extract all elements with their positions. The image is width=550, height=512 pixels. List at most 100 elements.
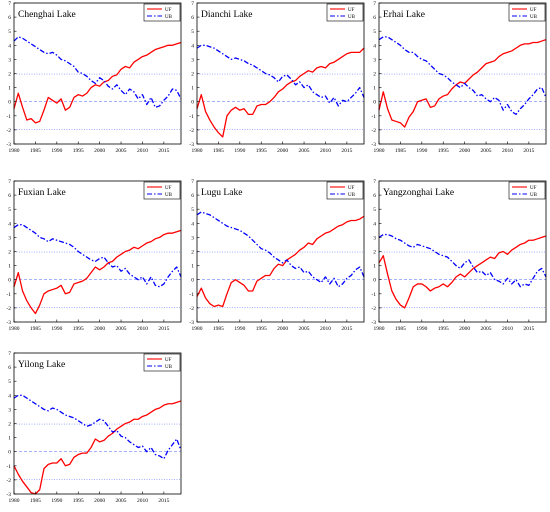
x-tick-label: 2010 bbox=[137, 148, 148, 154]
y-tick-label: 4 bbox=[191, 221, 194, 227]
y-tick-label: -2 bbox=[189, 128, 194, 134]
x-tick-label: 2015 bbox=[523, 148, 534, 154]
y-tick-label: 5 bbox=[191, 29, 194, 35]
y-tick-label: -3 bbox=[189, 320, 194, 326]
x-tick-label: 1985 bbox=[30, 148, 41, 154]
series-line-uf bbox=[196, 215, 365, 308]
y-tick-label: 6 bbox=[8, 15, 11, 21]
y-tick-label: 1 bbox=[373, 264, 376, 270]
x-tick-label: 2015 bbox=[158, 326, 169, 332]
plot-frame bbox=[378, 180, 547, 323]
y-tick-label: 5 bbox=[373, 207, 376, 213]
y-tick-label: 7 bbox=[8, 351, 11, 357]
chart-panel-1: -3 -2 -1 0 1 2 3 4 5 6 7 1980 1985 1990 1995 2000 2005 20… bbox=[189, 1, 365, 154]
y-tick-label: 3 bbox=[373, 57, 376, 63]
y-tick-label: 4 bbox=[8, 43, 11, 49]
y-tick-label: 1 bbox=[373, 86, 376, 92]
y-tick-label: -1 bbox=[6, 292, 11, 298]
y-tick-label: -1 bbox=[371, 292, 376, 298]
y-tick-label: 3 bbox=[191, 235, 194, 241]
chart-panel-3: -3 -2 -1 0 1 2 3 4 5 6 7 1980 1985 1990 1995 2000 2005 20… bbox=[6, 179, 182, 332]
x-tick-label: 1980 bbox=[9, 498, 20, 504]
y-tick-label: 7 bbox=[8, 1, 11, 7]
y-tick-label: 2 bbox=[373, 250, 376, 256]
y-tick-label: 6 bbox=[8, 193, 11, 199]
series-line-uf bbox=[13, 229, 182, 315]
x-tick-label: 1990 bbox=[416, 148, 427, 154]
y-tick-label: 0 bbox=[191, 100, 194, 106]
y-tick-label: -2 bbox=[6, 306, 11, 312]
y-tick-label: 0 bbox=[373, 100, 376, 106]
x-tick-label: 1985 bbox=[213, 148, 224, 154]
x-tick-label: 2010 bbox=[502, 326, 513, 332]
y-tick-label: 1 bbox=[8, 264, 11, 270]
x-tick-label: 1990 bbox=[234, 148, 245, 154]
legend-label-uf: UF bbox=[348, 8, 355, 13]
x-tick-label: 1990 bbox=[234, 326, 245, 332]
y-tick-label: 2 bbox=[8, 72, 11, 78]
y-tick-label: -2 bbox=[371, 128, 376, 134]
y-tick-label: 2 bbox=[191, 250, 194, 256]
plot-frame bbox=[378, 2, 547, 145]
y-tick-label: 1 bbox=[8, 436, 11, 442]
y-tick-label: 3 bbox=[373, 235, 376, 241]
y-tick-label: 5 bbox=[8, 29, 11, 35]
x-tick-label: 2010 bbox=[320, 148, 331, 154]
plot-frame bbox=[196, 2, 365, 145]
x-tick-label: 1980 bbox=[192, 326, 203, 332]
y-tick-label: -2 bbox=[189, 306, 194, 312]
x-tick-label: 2000 bbox=[459, 326, 470, 332]
x-tick-label: 1980 bbox=[374, 326, 385, 332]
y-tick-label: 0 bbox=[8, 278, 11, 284]
y-tick-label: 2 bbox=[8, 250, 11, 256]
y-tick-label: -2 bbox=[6, 478, 11, 484]
chart-title: Dianchi Lake bbox=[201, 10, 252, 20]
legend-label-ub: UB bbox=[165, 15, 173, 20]
x-tick-label: 1985 bbox=[395, 326, 406, 332]
y-tick-label: -1 bbox=[189, 114, 194, 120]
plot-frame bbox=[13, 180, 182, 323]
y-tick-label: -3 bbox=[371, 320, 376, 326]
plot-frame bbox=[196, 180, 365, 323]
chart-panel-2: -3 -2 -1 0 1 2 3 4 5 6 7 1980 1985 1990 1995 2000 2005 20… bbox=[371, 1, 547, 154]
x-tick-label: 2000 bbox=[94, 498, 105, 504]
legend-label-ub: UB bbox=[165, 365, 173, 370]
x-tick-label: 2015 bbox=[523, 326, 534, 332]
y-tick-label: 5 bbox=[8, 379, 11, 385]
y-tick-label: 6 bbox=[191, 15, 194, 21]
y-tick-label: 7 bbox=[8, 179, 11, 185]
chart-title: Erhai Lake bbox=[383, 10, 425, 20]
chart-title: Yangzonghai Lake bbox=[383, 188, 454, 198]
series-line-ub bbox=[13, 394, 182, 460]
y-tick-label: -2 bbox=[371, 306, 376, 312]
chart-title: Chenghai Lake bbox=[18, 10, 76, 20]
x-tick-label: 2000 bbox=[94, 148, 105, 154]
x-tick-label: 1980 bbox=[9, 326, 20, 332]
x-tick-label: 2005 bbox=[299, 148, 310, 154]
x-tick-label: 1985 bbox=[30, 498, 41, 504]
x-tick-label: 2010 bbox=[137, 326, 148, 332]
x-tick-label: 2015 bbox=[341, 326, 352, 332]
x-tick-label: 1995 bbox=[73, 498, 84, 504]
series-line-ub bbox=[378, 36, 547, 116]
y-tick-label: -3 bbox=[371, 142, 376, 148]
series-line-ub bbox=[196, 211, 365, 288]
legend-box bbox=[326, 181, 364, 200]
x-tick-label: 2015 bbox=[158, 498, 169, 504]
plot-frame bbox=[13, 2, 182, 145]
chart-title: Lugu Lake bbox=[201, 188, 242, 198]
chart-title: Fuxian Lake bbox=[18, 188, 66, 198]
chart-panel-5: -3 -2 -1 0 1 2 3 4 5 6 7 1980 1985 1990 1995 2000 2005 20… bbox=[371, 179, 547, 332]
y-tick-label: 6 bbox=[373, 15, 376, 21]
y-tick-label: -3 bbox=[6, 142, 11, 148]
y-tick-label: 0 bbox=[191, 278, 194, 284]
y-tick-label: 5 bbox=[191, 207, 194, 213]
x-tick-label: 2005 bbox=[116, 326, 127, 332]
x-tick-label: 1980 bbox=[9, 148, 20, 154]
x-tick-label: 1990 bbox=[51, 498, 62, 504]
series-line-ub bbox=[196, 44, 365, 107]
y-tick-label: 1 bbox=[191, 264, 194, 270]
y-tick-label: 4 bbox=[8, 393, 11, 399]
x-tick-label: 1985 bbox=[213, 326, 224, 332]
